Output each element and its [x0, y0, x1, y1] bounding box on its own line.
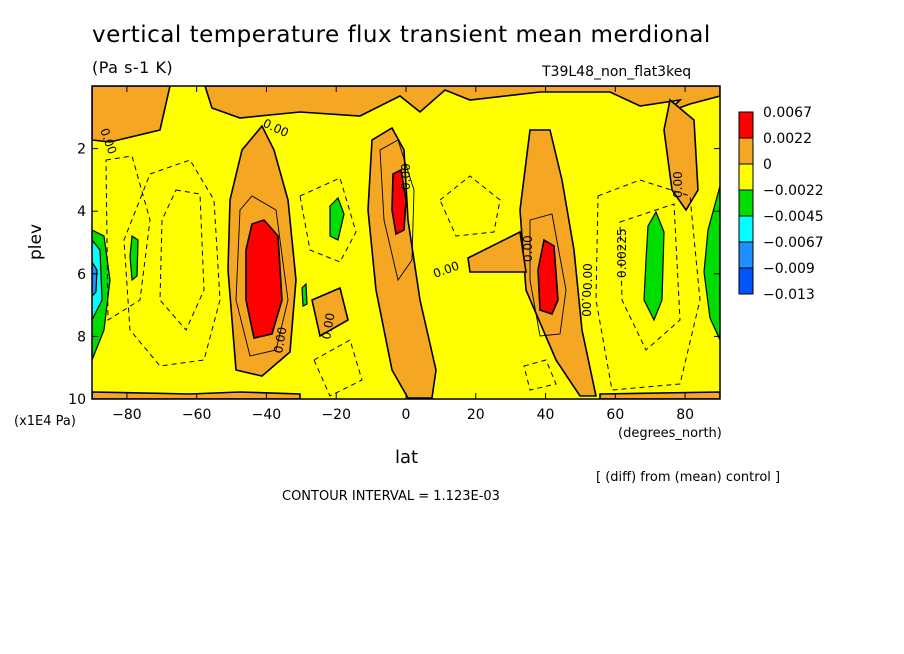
legend-label: 0.0022	[763, 131, 812, 147]
contour-label: 0.00225	[615, 228, 629, 278]
blue-south-edge	[92, 260, 98, 297]
x-tick-label: −60	[182, 407, 212, 423]
legend-swatch	[738, 241, 754, 269]
contour-label: 0.00	[521, 235, 535, 262]
legend-swatch	[738, 267, 754, 295]
legend-swatch	[738, 111, 754, 139]
orange-top-left	[92, 86, 171, 143]
contour-label: 0.00	[271, 326, 289, 355]
orange-bottom-left	[92, 391, 301, 399]
x-tick-label: −80	[112, 407, 142, 423]
legend-swatch	[738, 215, 754, 243]
contour-label: 0.00	[671, 171, 685, 198]
x-tick-label: −20	[321, 407, 351, 423]
y-tick-label: 6	[77, 267, 86, 283]
y-axis-units: (x1E4 Pa)	[14, 414, 76, 429]
x-tick-label: 40	[537, 407, 555, 423]
diff-note: [ (diff) from (mean) control ]	[596, 470, 781, 485]
orange-mid-upper	[467, 230, 527, 273]
y-axis-ticks: 2 4 6 8 10	[68, 142, 720, 408]
contour-label: 0.00	[399, 163, 413, 190]
orange-bottom-right	[599, 391, 720, 399]
orange-top-band	[204, 86, 720, 119]
chart-title: vertical temperature flux transient mean…	[92, 22, 711, 48]
red-core-equator	[391, 168, 407, 236]
contour-label: 0.00	[319, 312, 337, 341]
legend-swatch	[738, 163, 754, 191]
legend-label: −0.0022	[763, 183, 824, 199]
legend-swatch	[738, 189, 754, 217]
negative-contours	[105, 155, 701, 397]
color-legend: 0.0067 0.0022 0 −0.0022 −0.0045 −0.0067 −0.009…	[738, 105, 824, 303]
y-tick-label: 2	[77, 142, 86, 158]
red-core-north	[537, 238, 559, 315]
green-north-edge	[703, 185, 720, 341]
y-tick-label: 10	[68, 392, 86, 408]
y-tick-label: 8	[77, 329, 86, 345]
contour-interval: CONTOUR INTERVAL = 1.123E-03	[282, 489, 500, 504]
orange-north-rim	[663, 98, 699, 212]
legend-label: −0.013	[763, 287, 815, 303]
legend-label: 0	[763, 157, 772, 173]
x-axis-label: lat	[395, 447, 419, 468]
red-core-south	[245, 219, 283, 339]
orange-equatorial	[367, 126, 437, 399]
x-axis-units: (degrees_north)	[618, 426, 722, 441]
plot-area	[92, 86, 720, 399]
green-northern-lobe	[643, 210, 665, 322]
x-tick-label: 0	[402, 407, 411, 423]
positive-contours	[235, 139, 567, 357]
run-name: T39L48_non_flat3keq	[542, 64, 692, 80]
legend-swatch	[738, 137, 754, 165]
legend-label: −0.009	[763, 261, 815, 277]
green-tropical-lobe	[329, 196, 345, 241]
x-axis-ticks: −80 −60 −40 −20 0 20 40 60 80	[112, 86, 694, 423]
contour-label: 0.00	[581, 263, 595, 290]
units-label: (Pa s-1 K)	[92, 58, 174, 77]
x-tick-label: 20	[467, 407, 485, 423]
min-regions	[92, 185, 720, 361]
x-tick-label: 60	[606, 407, 624, 423]
y-tick-label: 4	[77, 204, 86, 220]
x-tick-label: 80	[676, 407, 694, 423]
orange-south-mid	[311, 286, 349, 338]
contour-label: 0.00	[579, 290, 593, 317]
legend-label: −0.0045	[763, 209, 824, 225]
small-green-south	[301, 282, 308, 307]
legend-label: 0.0067	[763, 105, 812, 121]
x-tick-label: −40	[252, 407, 282, 423]
legend-label: −0.0067	[763, 235, 824, 251]
green-southern-lobe	[129, 234, 139, 282]
max-regions	[245, 168, 559, 339]
